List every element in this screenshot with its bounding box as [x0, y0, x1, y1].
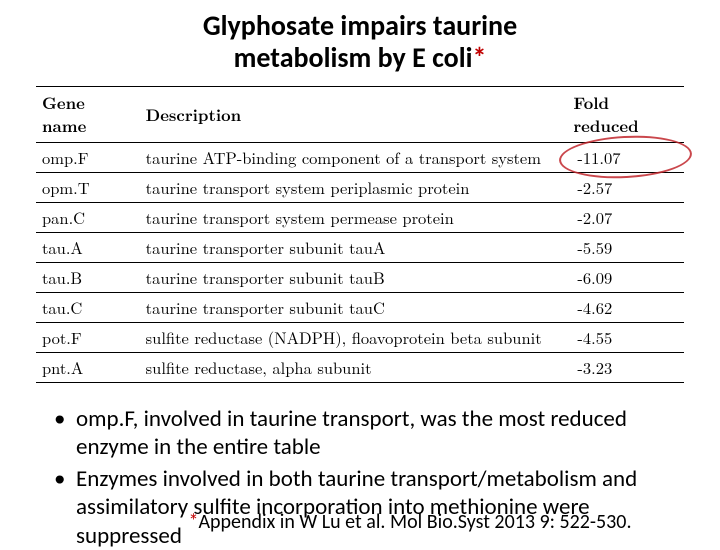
cell-desc: taurine transporter subunit tauA: [140, 232, 568, 262]
cell-gene: tau.B: [36, 262, 140, 292]
table-row: pnt.Asulfite reductase, alpha subunit-3.…: [36, 353, 684, 383]
cell-gene: pan.C: [36, 202, 140, 232]
col-header-fold: Fold reduced: [567, 87, 684, 142]
slide-title: Glyphosate impairs taurine metabolism by…: [0, 0, 720, 82]
cell-fold: -4.62: [567, 293, 684, 323]
cell-fold: -4.55: [567, 323, 684, 353]
cell-gene: opm.T: [36, 172, 140, 202]
table-row: tau.Btaurine transporter subunit tauB-6.…: [36, 262, 684, 292]
cell-gene: pnt.A: [36, 353, 140, 383]
citation-asterisk: *: [189, 510, 199, 534]
cell-desc: sulfite reductase (NADPH), floavoprotein…: [140, 323, 568, 353]
bullet-item: Enzymes involved in both taurine transpo…: [50, 465, 670, 549]
cell-desc: taurine transporter subunit tauB: [140, 262, 568, 292]
cell-desc: taurine ATP-binding component of a trans…: [140, 142, 568, 172]
cell-desc: taurine transport system permease protei…: [140, 202, 568, 232]
table-row: pan.Ctaurine transport system permease p…: [36, 202, 684, 232]
cell-fold: -3.23: [567, 353, 684, 383]
table-row: omp.Ftaurine ATP-binding component of a …: [36, 142, 684, 172]
cell-fold: -2.07: [567, 202, 684, 232]
cell-fold: -2.57: [567, 172, 684, 202]
cell-gene: pot.F: [36, 323, 140, 353]
table-row: opm.Ttaurine transport system periplasmi…: [36, 172, 684, 202]
title-line-2: metabolism by E coli*: [60, 42, 660, 74]
cell-desc: taurine transport system periplasmic pro…: [140, 172, 568, 202]
cell-fold: -5.59: [567, 232, 684, 262]
citation-footnote: *Appendix in W Lu et al. Mol Bio.Syst 20…: [0, 510, 720, 534]
table-row: tau.Ctaurine transporter subunit tauC-4.…: [36, 293, 684, 323]
cell-gene: tau.A: [36, 232, 140, 262]
bullet-item: omp.F, involved in taurine transport, wa…: [50, 405, 670, 461]
cell-gene: omp.F: [36, 142, 140, 172]
title-asterisk: *: [472, 40, 486, 75]
col-header-gene: Gene name: [36, 87, 140, 142]
gene-table: Gene name Description Fold reduced omp.F…: [36, 86, 684, 383]
gene-table-container: Gene name Description Fold reduced omp.F…: [0, 82, 720, 383]
col-header-desc: Description: [140, 87, 568, 142]
cell-desc: sulfite reductase, alpha subunit: [140, 353, 568, 383]
citation-text: Appendix in W Lu et al. Mol Bio.Syst 201…: [198, 510, 631, 534]
cell-fold: -6.09: [567, 262, 684, 292]
table-row: tau.Ataurine transporter subunit tauA-5.…: [36, 232, 684, 262]
title-line-1: Glyphosate impairs taurine: [60, 10, 660, 42]
title-line-2-text: metabolism by E coli: [234, 40, 473, 75]
cell-fold: -11.07: [567, 142, 684, 172]
cell-desc: taurine transporter subunit tauC: [140, 293, 568, 323]
table-header-row: Gene name Description Fold reduced: [36, 87, 684, 142]
table-row: pot.Fsulfite reductase (NADPH), floavopr…: [36, 323, 684, 353]
cell-gene: tau.C: [36, 293, 140, 323]
